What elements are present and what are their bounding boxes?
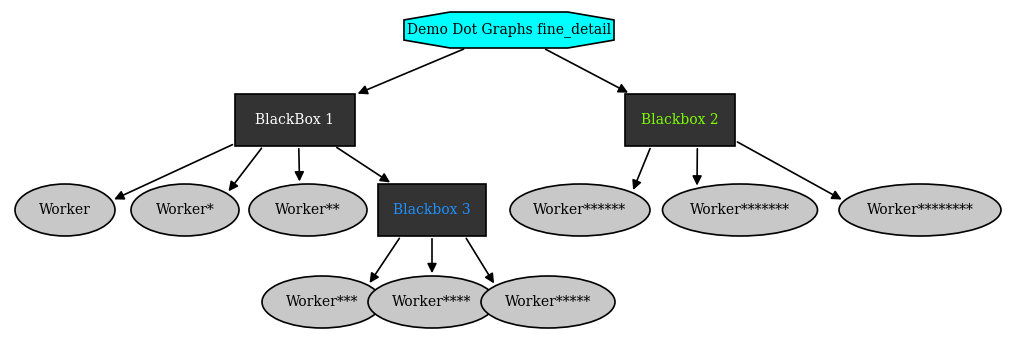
Text: Demo Dot Graphs fine_detail: Demo Dot Graphs fine_detail	[407, 23, 611, 37]
Text: BlackBox 1: BlackBox 1	[256, 113, 334, 127]
Text: Worker*: Worker*	[156, 203, 214, 217]
Text: Worker**: Worker**	[275, 203, 340, 217]
Ellipse shape	[481, 276, 615, 328]
Text: Worker*****: Worker*****	[504, 295, 591, 309]
Text: Worker****: Worker****	[392, 295, 472, 309]
Ellipse shape	[662, 184, 817, 236]
Ellipse shape	[131, 184, 239, 236]
Bar	[235, 94, 355, 146]
Polygon shape	[404, 12, 614, 48]
Ellipse shape	[249, 184, 367, 236]
Text: Worker: Worker	[39, 203, 91, 217]
Text: Blackbox 2: Blackbox 2	[641, 113, 718, 127]
Ellipse shape	[15, 184, 115, 236]
Text: Worker********: Worker********	[866, 203, 973, 217]
Ellipse shape	[510, 184, 650, 236]
Ellipse shape	[262, 276, 382, 328]
Text: Blackbox 3: Blackbox 3	[393, 203, 471, 217]
Bar	[625, 94, 735, 146]
Ellipse shape	[839, 184, 1001, 236]
Text: Worker******: Worker******	[533, 203, 627, 217]
Ellipse shape	[368, 276, 496, 328]
Text: Worker***: Worker***	[285, 295, 359, 309]
Text: Worker*******: Worker*******	[690, 203, 790, 217]
Bar	[378, 184, 486, 236]
